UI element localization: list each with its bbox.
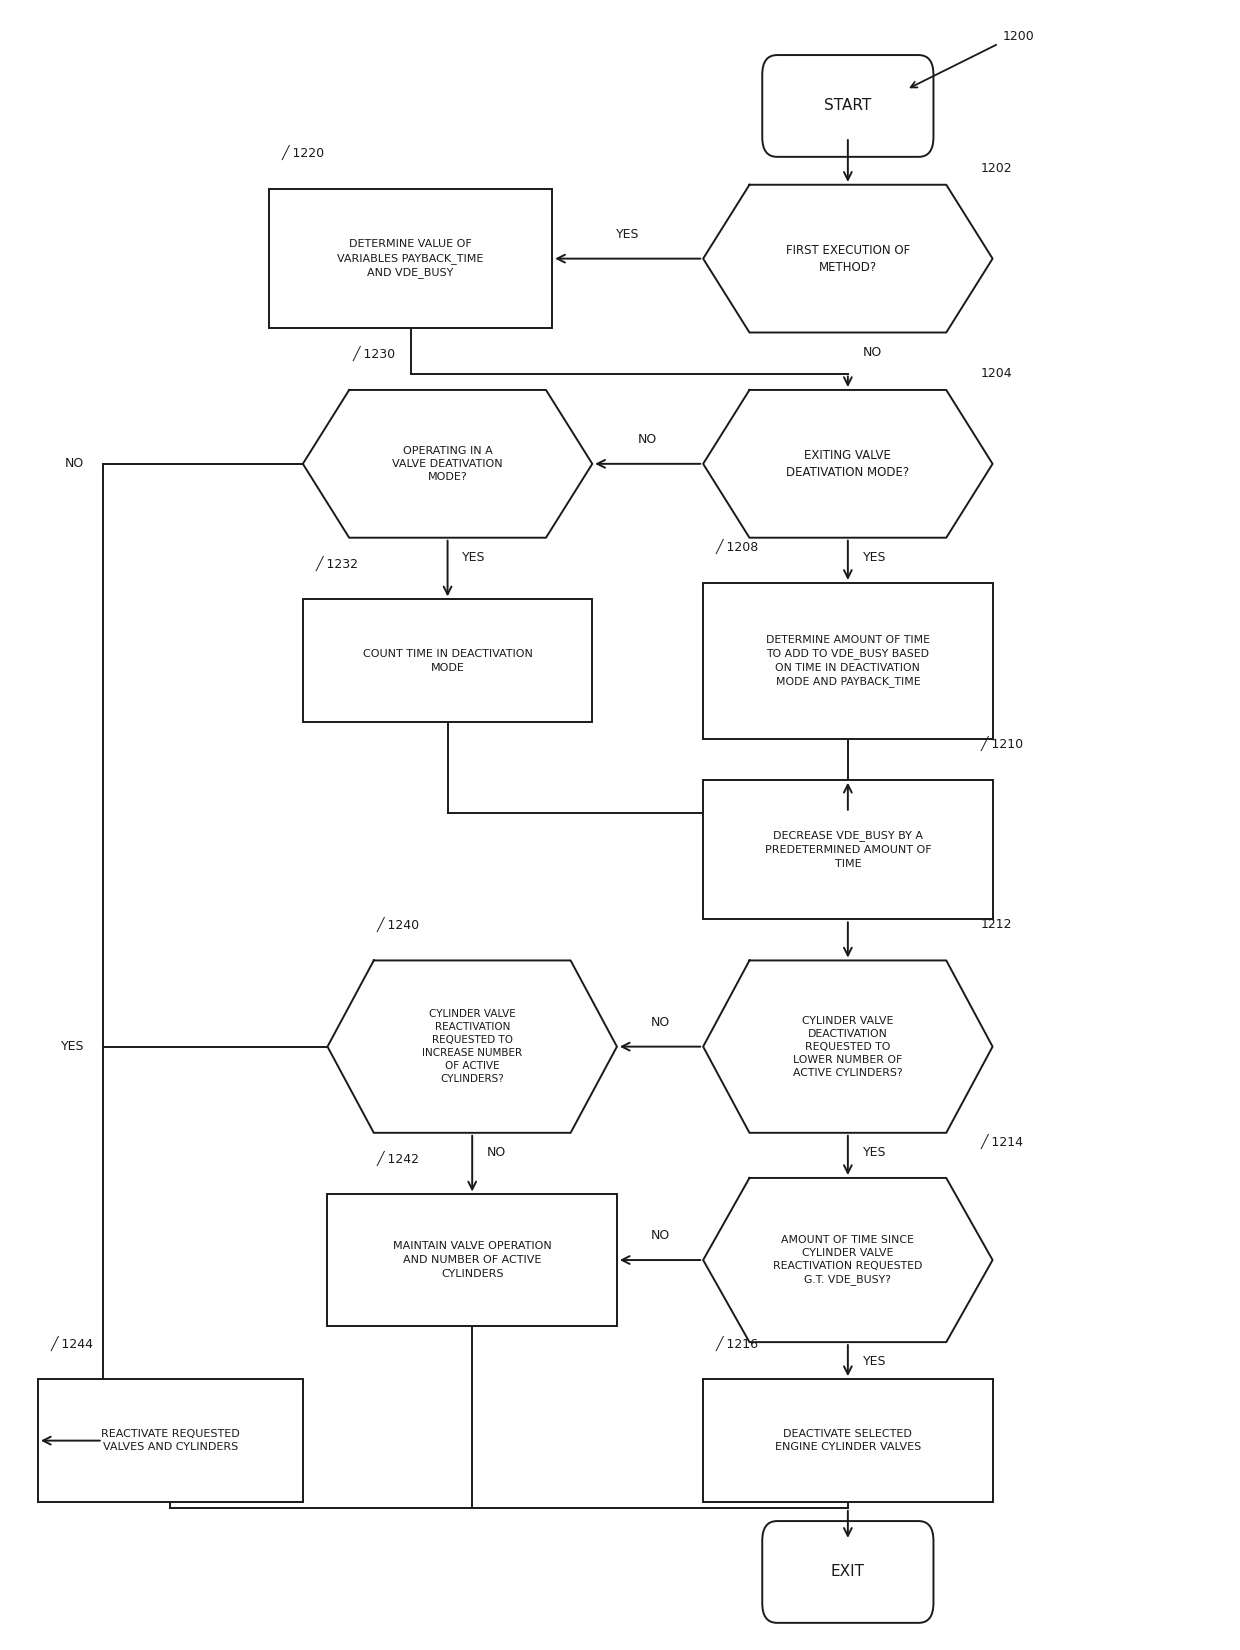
Bar [269, 188, 552, 328]
Text: NO: NO [863, 346, 882, 358]
Text: YES: YES [863, 551, 887, 564]
Polygon shape [703, 960, 992, 1134]
Text: DECREASE VDE_BUSY BY A
PREDETERMINED AMOUNT OF
TIME: DECREASE VDE_BUSY BY A PREDETERMINED AMO… [765, 830, 931, 868]
Text: START: START [825, 99, 872, 114]
Text: DEACTIVATE SELECTED
ENGINE CYLINDER VALVES: DEACTIVATE SELECTED ENGINE CYLINDER VALV… [775, 1429, 921, 1452]
Text: DETERMINE AMOUNT OF TIME
TO ADD TO VDE_BUSY BASED
ON TIME IN DEACTIVATION
MODE A: DETERMINE AMOUNT OF TIME TO ADD TO VDE_B… [766, 635, 930, 686]
Text: AMOUNT OF TIME SINCE
CYLINDER VALVE
REACTIVATION REQUESTED
G.T. VDE_BUSY?: AMOUNT OF TIME SINCE CYLINDER VALVE REAC… [774, 1236, 923, 1285]
Text: FIRST EXECUTION OF
METHOD?: FIRST EXECUTION OF METHOD? [786, 244, 910, 274]
Text: COUNT TIME IN DEACTIVATION
MODE: COUNT TIME IN DEACTIVATION MODE [362, 648, 532, 673]
Text: ╱ 1216: ╱ 1216 [715, 1335, 759, 1351]
Text: NO: NO [651, 1229, 670, 1242]
Text: YES: YES [61, 1040, 84, 1053]
Text: 1204: 1204 [981, 366, 1012, 380]
Text: EXIT: EXIT [831, 1564, 864, 1579]
Text: ╱ 1240: ╱ 1240 [377, 917, 420, 932]
Bar [303, 599, 593, 723]
Text: 1202: 1202 [981, 162, 1012, 175]
Bar [327, 1195, 618, 1325]
Text: NO: NO [651, 1015, 670, 1028]
Polygon shape [703, 185, 992, 333]
Text: MAINTAIN VALVE OPERATION
AND NUMBER OF ACTIVE
CYLINDERS: MAINTAIN VALVE OPERATION AND NUMBER OF A… [393, 1241, 552, 1279]
Text: YES: YES [863, 1355, 887, 1368]
Bar [703, 780, 992, 919]
Bar [703, 582, 992, 739]
Text: OPERATING IN A
VALVE DEATIVATION
MODE?: OPERATING IN A VALVE DEATIVATION MODE? [392, 446, 503, 482]
Polygon shape [703, 389, 992, 538]
Bar [38, 1379, 303, 1502]
Text: EXITING VALVE
DEATIVATION MODE?: EXITING VALVE DEATIVATION MODE? [786, 449, 909, 478]
Text: YES: YES [463, 551, 486, 564]
Polygon shape [303, 389, 593, 538]
Text: 1212: 1212 [981, 917, 1012, 931]
Text: REACTIVATE REQUESTED
VALVES AND CYLINDERS: REACTIVATE REQUESTED VALVES AND CYLINDER… [102, 1429, 239, 1452]
Text: ╱ 1208: ╱ 1208 [715, 540, 759, 554]
Text: ╱ 1244: ╱ 1244 [51, 1335, 93, 1351]
Text: ╱ 1214: ╱ 1214 [981, 1134, 1023, 1150]
Bar [703, 1379, 992, 1502]
Text: CYLINDER VALVE
REACTIVATION
REQUESTED TO
INCREASE NUMBER
OF ACTIVE
CYLINDERS?: CYLINDER VALVE REACTIVATION REQUESTED TO… [422, 1010, 522, 1084]
Text: CYLINDER VALVE
DEACTIVATION
REQUESTED TO
LOWER NUMBER OF
ACTIVE CYLINDERS?: CYLINDER VALVE DEACTIVATION REQUESTED TO… [794, 1015, 903, 1077]
Text: NO: NO [64, 457, 84, 470]
Text: ╱ 1210: ╱ 1210 [981, 736, 1023, 751]
Text: ╱ 1230: ╱ 1230 [352, 346, 396, 361]
FancyBboxPatch shape [763, 1521, 934, 1624]
Polygon shape [327, 960, 618, 1134]
Text: NO: NO [639, 432, 657, 446]
FancyBboxPatch shape [763, 54, 934, 157]
Polygon shape [703, 1178, 992, 1341]
Text: YES: YES [616, 228, 640, 241]
Text: DETERMINE VALUE OF
VARIABLES PAYBACK_TIME
AND VDE_BUSY: DETERMINE VALUE OF VARIABLES PAYBACK_TIM… [337, 239, 484, 279]
Text: ╱ 1232: ╱ 1232 [315, 556, 358, 571]
Text: ╱ 1220: ╱ 1220 [281, 145, 325, 160]
Text: YES: YES [863, 1147, 887, 1158]
Text: NO: NO [487, 1147, 506, 1158]
Text: 1200: 1200 [1002, 30, 1034, 43]
Text: ╱ 1242: ╱ 1242 [377, 1150, 420, 1167]
